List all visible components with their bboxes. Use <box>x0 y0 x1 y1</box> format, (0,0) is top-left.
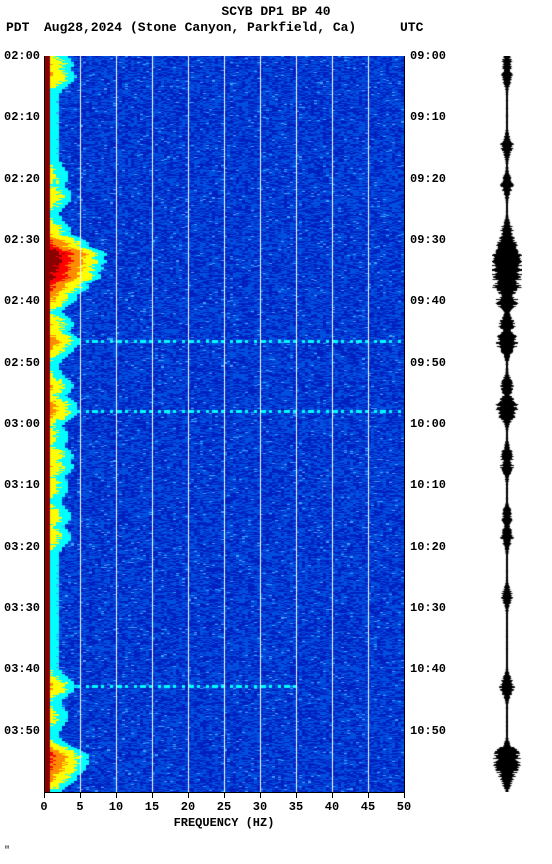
footer-mark: " <box>4 846 10 857</box>
y-axis-left <box>44 56 45 792</box>
y-left-tick-label: 03:10 <box>4 478 40 492</box>
y-right-tick-label: 10:50 <box>410 724 446 738</box>
x-tick-label: 40 <box>325 800 339 814</box>
y-right-tick-label: 09:50 <box>410 356 446 370</box>
x-tick-mark <box>332 792 333 798</box>
x-tick-mark <box>80 792 81 798</box>
x-tick-label: 10 <box>109 800 123 814</box>
y-right-tick-label: 09:40 <box>410 294 446 308</box>
location: (Stone Canyon, Parkfield, Ca) <box>130 20 356 35</box>
x-tick-label: 25 <box>217 800 231 814</box>
y-left-tick-label: 02:40 <box>4 294 40 308</box>
spectrogram-canvas <box>44 56 404 792</box>
y-right-tick-label: 09:00 <box>410 49 446 63</box>
x-tick-label: 30 <box>253 800 267 814</box>
x-tick-label: 35 <box>289 800 303 814</box>
x-tick-mark <box>152 792 153 798</box>
x-axis-label: FREQUENCY (HZ) <box>44 816 404 830</box>
x-tick-mark <box>188 792 189 798</box>
x-tick-label: 20 <box>181 800 195 814</box>
x-tick-label: 5 <box>76 800 83 814</box>
x-tick-mark <box>116 792 117 798</box>
date: Aug28,2024 <box>44 20 122 35</box>
y-right-tick-label: 10:30 <box>410 601 446 615</box>
y-left-tick-label: 03:40 <box>4 662 40 676</box>
y-axis-right <box>404 56 405 792</box>
y-right-tick-label: 09:20 <box>410 172 446 186</box>
y-left-tick-label: 03:20 <box>4 540 40 554</box>
y-left-tick-label: 02:20 <box>4 172 40 186</box>
x-tick-label: 15 <box>145 800 159 814</box>
x-tick-label: 45 <box>361 800 375 814</box>
y-left-tick-label: 02:50 <box>4 356 40 370</box>
y-right-tick-label: 09:30 <box>410 233 446 247</box>
y-left-tick-label: 02:10 <box>4 110 40 124</box>
y-right-tick-label: 10:40 <box>410 662 446 676</box>
y-left-tick-label: 03:30 <box>4 601 40 615</box>
y-right-tick-label: 09:10 <box>410 110 446 124</box>
title: SCYB DP1 BP 40 <box>0 4 552 19</box>
waveform-panel <box>492 56 522 792</box>
x-tick-label: 50 <box>397 800 411 814</box>
y-left-tick-label: 03:50 <box>4 724 40 738</box>
x-tick-mark <box>368 792 369 798</box>
spectrogram-plot <box>44 56 404 792</box>
x-tick-mark <box>260 792 261 798</box>
y-left-tick-label: 02:30 <box>4 233 40 247</box>
y-left-tick-label: 03:00 <box>4 417 40 431</box>
tz-left: PDT <box>6 20 29 35</box>
y-right-tick-label: 10:10 <box>410 478 446 492</box>
x-tick-mark <box>296 792 297 798</box>
y-left-tick-label: 02:00 <box>4 49 40 63</box>
waveform-canvas <box>492 56 522 792</box>
x-tick-mark <box>404 792 405 798</box>
x-tick-label: 0 <box>40 800 47 814</box>
page: SCYB DP1 BP 40 PDT Aug28,2024 (Stone Can… <box>0 0 552 864</box>
x-tick-mark <box>224 792 225 798</box>
x-tick-mark <box>44 792 45 798</box>
y-right-tick-label: 10:20 <box>410 540 446 554</box>
tz-right: UTC <box>400 20 423 35</box>
y-right-tick-label: 10:00 <box>410 417 446 431</box>
